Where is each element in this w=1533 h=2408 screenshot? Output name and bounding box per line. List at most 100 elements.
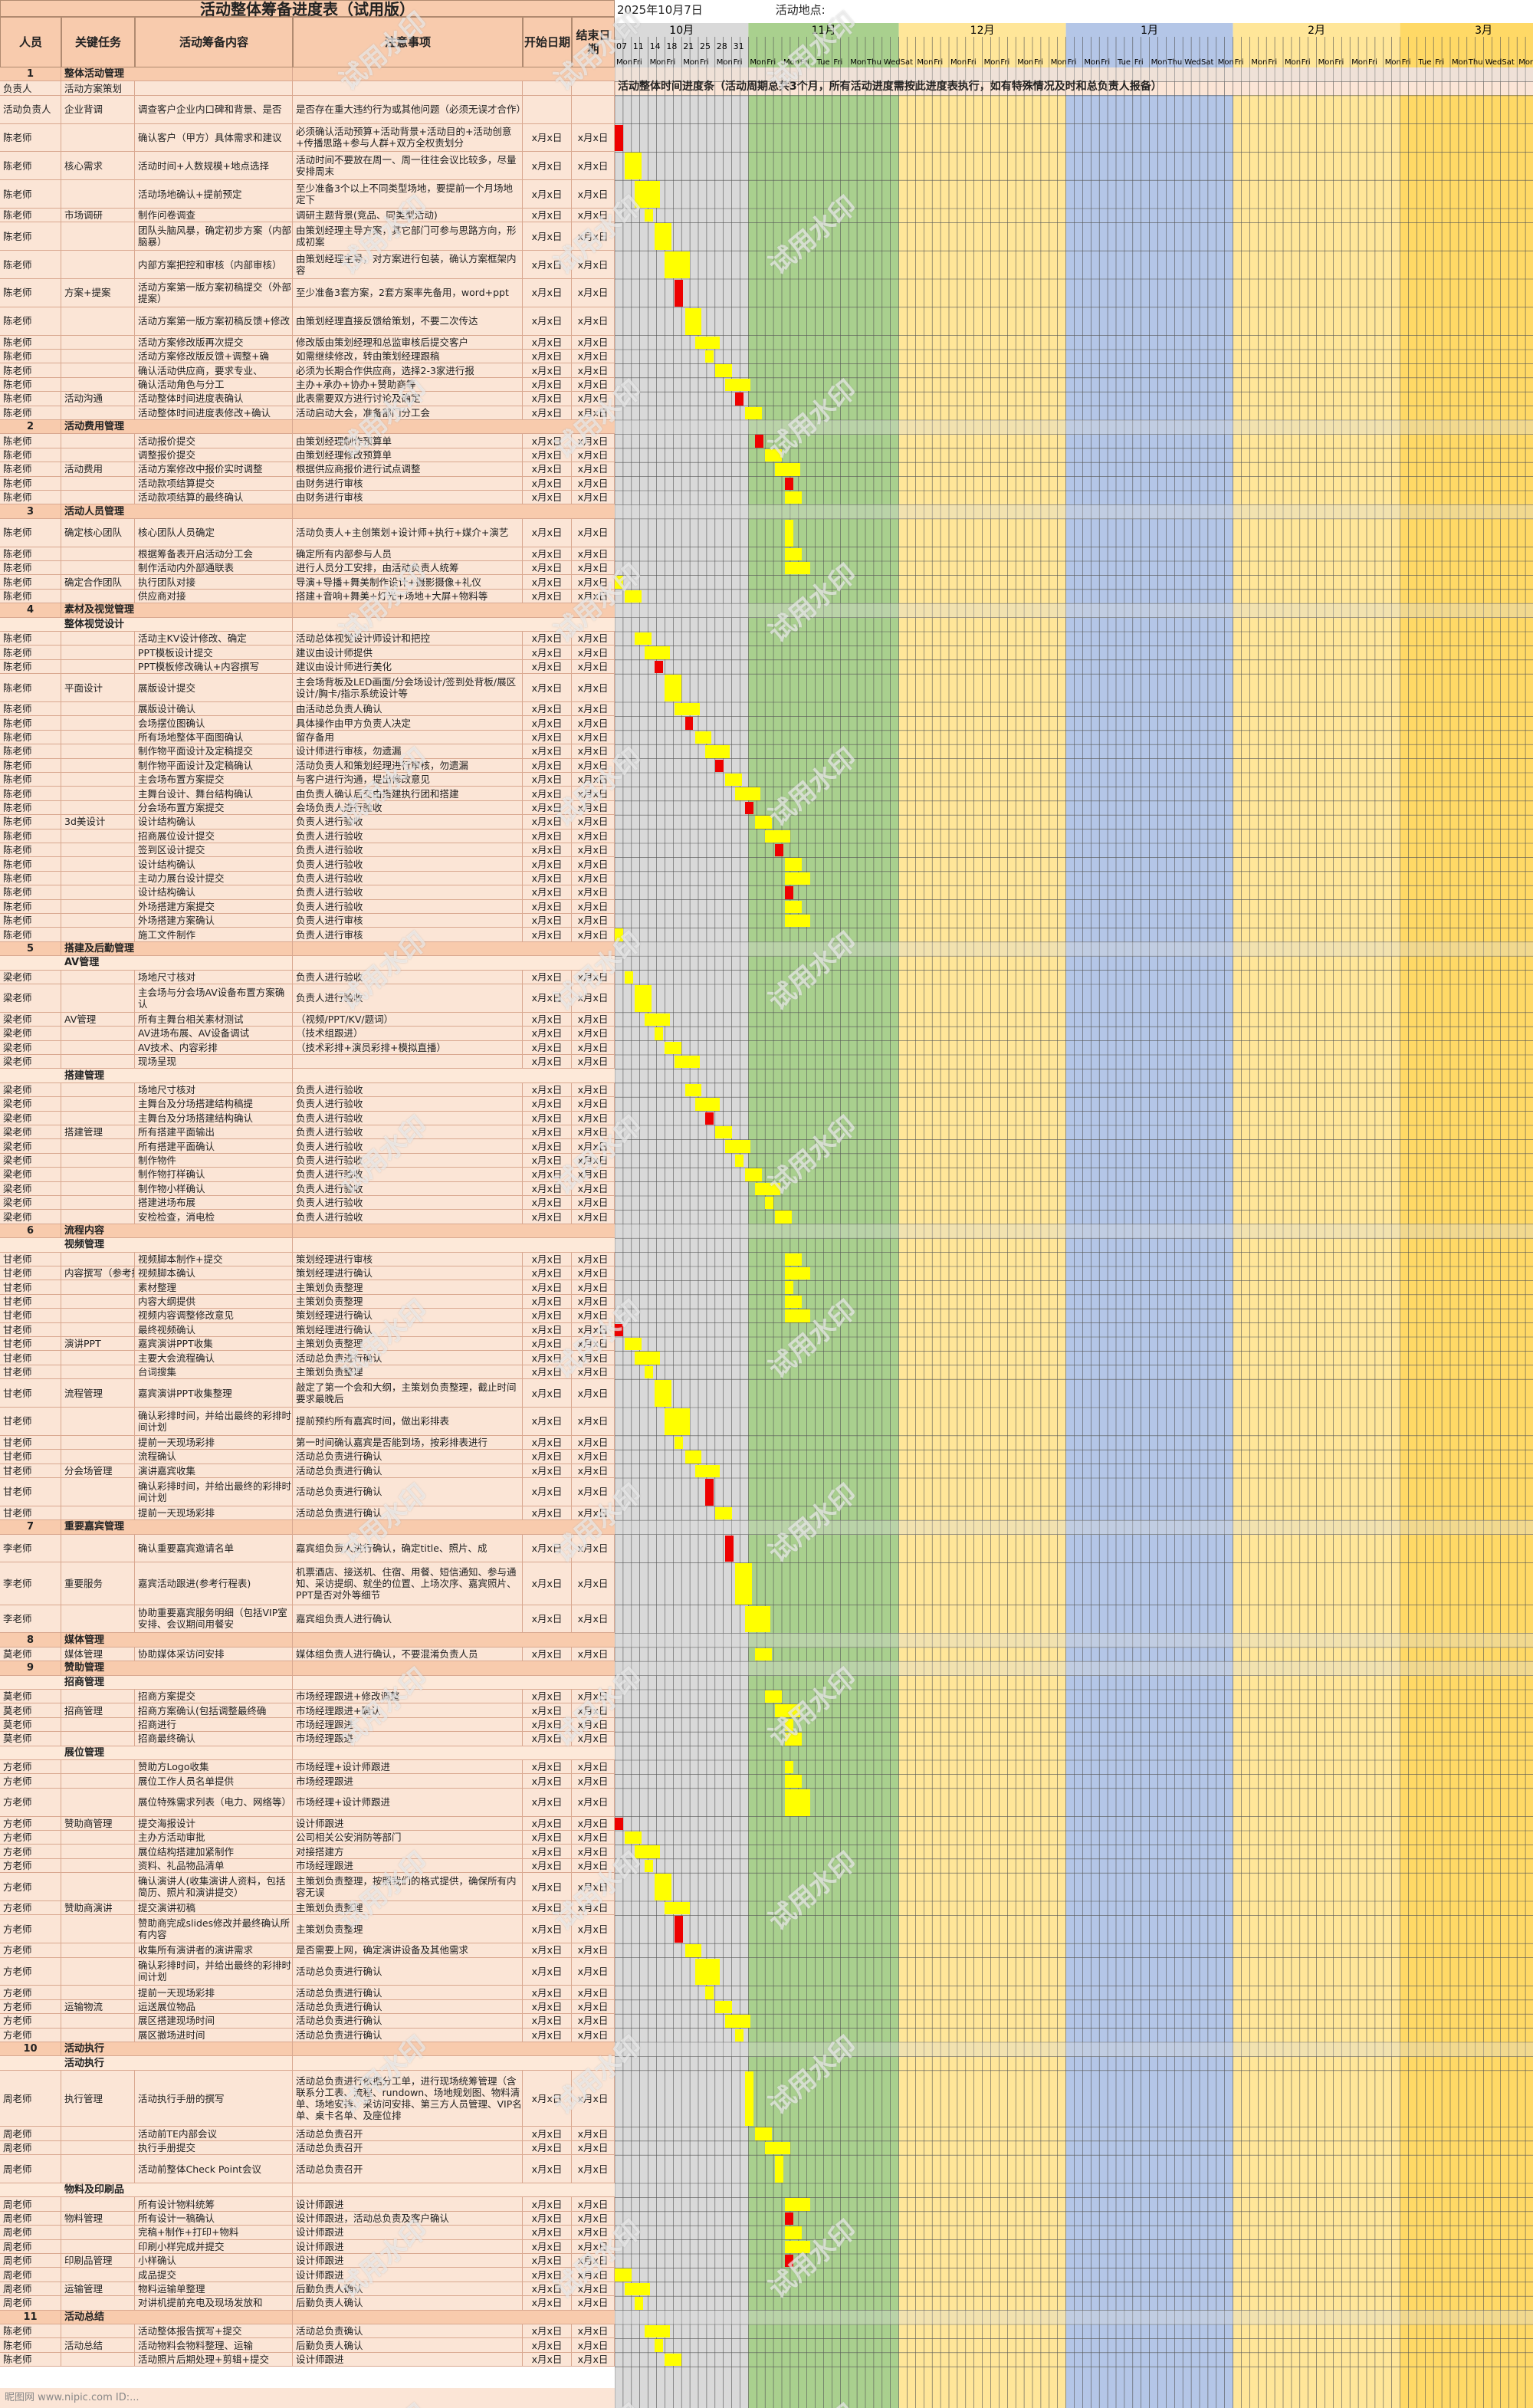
gantt-bar[interactable]: [635, 985, 652, 1012]
cell-content[interactable]: 活动整体时间进度表确认: [135, 392, 293, 406]
cell-content[interactable]: 主动力展台设计提交: [135, 871, 293, 885]
cell-key[interactable]: 活动沟通: [61, 392, 135, 406]
header-notes[interactable]: 注意事项: [293, 17, 523, 67]
cell-content[interactable]: 协助媒体采访问安排: [135, 1647, 293, 1661]
cell-content[interactable]: PPT模板修改确认+内容撰写: [135, 659, 293, 674]
cell-start[interactable]: x月x日: [523, 1012, 572, 1027]
cell-start[interactable]: x月x日: [523, 491, 572, 504]
gantt-bar[interactable]: [775, 1211, 793, 1224]
cell-content[interactable]: 台词搜集: [135, 1365, 293, 1379]
cell-person[interactable]: 方老师: [0, 1816, 61, 1830]
cell-key[interactable]: [61, 1252, 135, 1266]
gantt-bar[interactable]: [665, 2353, 682, 2367]
cell-person[interactable]: 陈老师: [0, 829, 61, 843]
cell-notes[interactable]: 主策划负责整理: [293, 1365, 523, 1379]
table-row[interactable]: 梁老师 主舞台及分场搭建结构确认 负责人进行验收 x月x日 x月x日: [0, 1111, 615, 1125]
cell-person[interactable]: 周老师: [0, 2127, 61, 2140]
section-header-row[interactable]: 11 活动总结: [0, 2310, 615, 2324]
cell-end[interactable]: x月x日: [572, 646, 615, 659]
cell-notes[interactable]: 策划经理进行审核: [293, 1252, 523, 1266]
cell-notes[interactable]: 市场经理+设计师跟进: [293, 1788, 523, 1816]
cell-key[interactable]: [61, 787, 135, 800]
cell-start[interactable]: x月x日: [523, 1647, 572, 1661]
cell-key[interactable]: [61, 1322, 135, 1336]
cell-notes[interactable]: 由财务进行审核: [293, 491, 523, 504]
cell-end[interactable]: x月x日: [572, 1464, 615, 1477]
cell-start[interactable]: x月x日: [523, 1464, 572, 1477]
cell-content[interactable]: 制作物打样确认: [135, 1168, 293, 1181]
section-header-row[interactable]: 7 重要嘉宾管理: [0, 1520, 615, 1535]
cell-content[interactable]: 提前一天现场彩排: [135, 1435, 293, 1450]
cell-notes[interactable]: 由策划经理主导，对方案进行包装，确认方案框架内容: [293, 251, 523, 278]
cell-notes[interactable]: 负责人进行验收: [293, 885, 523, 899]
cell-start[interactable]: x月x日: [523, 1379, 572, 1407]
cell-notes[interactable]: 至少准备3个以上不同类型场地，要提前一个月场地定下: [293, 180, 523, 208]
cell-notes[interactable]: 负责人进行审核: [293, 928, 523, 941]
gantt-bar[interactable]: [785, 2255, 794, 2268]
cell-start[interactable]: x月x日: [523, 518, 572, 547]
cell-content[interactable]: 活动照片后期处理+剪辑+提交: [135, 2352, 293, 2367]
cell-key[interactable]: 流程管理: [61, 1379, 135, 1407]
table-row[interactable]: 方老师 展位工作人员名单提供 市场经理跟进 x月x日 x月x日: [0, 1774, 615, 1789]
cell-content[interactable]: 资料、礼品物品清单: [135, 1858, 293, 1873]
cell-content[interactable]: 流程确认: [135, 1450, 293, 1464]
cell-person[interactable]: 陈老师: [0, 589, 61, 603]
gantt-bar[interactable]: [625, 1831, 642, 1845]
cell-content[interactable]: 核心团队人员确定: [135, 518, 293, 547]
cell-start[interactable]: x月x日: [523, 1280, 572, 1294]
cell-end[interactable]: x月x日: [572, 1999, 615, 2014]
cell-notes[interactable]: 设计师跟进: [293, 2268, 523, 2282]
cell-notes[interactable]: 活动总负责召开: [293, 2140, 523, 2155]
cell-key[interactable]: 媒体管理: [61, 1647, 135, 1661]
table-row[interactable]: 周老师 活动前TE内部会议 活动总负责召开 x月x日 x月x日: [0, 2127, 615, 2141]
cell-person[interactable]: 周老师: [0, 2211, 61, 2226]
table-row[interactable]: 方老师 确认演讲人(收集演讲人资料，包括简历、照片和演讲提交） 主策划负责整理，按照…: [0, 1873, 615, 1901]
cell-key[interactable]: [61, 970, 135, 984]
table-row[interactable]: 方老师 确认彩排时间，并给出最终的彩排时间计划 活动总负责进行确认 x月x日 x月x日: [0, 1957, 615, 1986]
table-row[interactable]: 梁老师 制作物小样确认 负责人进行验收 x月x日 x月x日: [0, 1181, 615, 1196]
cell-start[interactable]: x月x日: [523, 1055, 572, 1069]
cell-notes[interactable]: 留存备用: [293, 730, 523, 744]
table-row[interactable]: 梁老师 主会场与分会场AV设备布置方案确认 负责人进行验收 x月x日 x月x日: [0, 984, 615, 1013]
cell-end[interactable]: x月x日: [572, 787, 615, 800]
cell-notes[interactable]: 活动总负责进行确认: [293, 1464, 523, 1477]
table-row[interactable]: 李老师 重要服务 嘉宾活动跟进(参考行程表) 机票酒店、接送机、住宿、用餐、短信通知、…: [0, 1562, 615, 1605]
cell-content[interactable]: 活动款项结算提交: [135, 476, 293, 490]
cell-key[interactable]: [61, 646, 135, 659]
table-row[interactable]: 陈老师 内部方案把控和审核（内部审核） 由策划经理主导，对方案进行包装，确认方案框架…: [0, 251, 615, 279]
table-row[interactable]: 梁老师 制作物件 负责人进行验收 x月x日 x月x日: [0, 1153, 615, 1168]
table-row[interactable]: 陈老师 平面设计 展版设计提交 主会场背板及LED画面/分会场设计/签到处背板/展区设…: [0, 674, 615, 702]
cell-end[interactable]: x月x日: [572, 1831, 615, 1845]
cell-key[interactable]: [61, 222, 135, 251]
gantt-bar[interactable]: [785, 858, 803, 871]
table-row[interactable]: 陈老师 PPT模板设计提交 建议由设计师提供 x月x日 x月x日: [0, 646, 615, 660]
cell-key[interactable]: [61, 984, 135, 1012]
cell-end[interactable]: x月x日: [572, 1139, 615, 1153]
cell-start[interactable]: x月x日: [523, 1478, 572, 1506]
cell-start[interactable]: x月x日: [523, 575, 572, 589]
cell-person[interactable]: 甘老师: [0, 1252, 61, 1266]
cell-content[interactable]: 活动整体报告撰写+提交: [135, 2324, 293, 2338]
cell-notes[interactable]: 必须为长期合作供应商，选择2-3家进行报: [293, 363, 523, 377]
cell-end[interactable]: x月x日: [572, 1280, 615, 1294]
table-row[interactable]: 梁老师 场地尺寸核对 负责人进行验收 x月x日 x月x日: [0, 1082, 615, 1098]
cell-end[interactable]: x月x日: [572, 152, 615, 180]
cell-content[interactable]: 设计结构确认: [135, 857, 293, 871]
table-row[interactable]: 方老师 赞助方Logo收集 市场经理+设计师跟进 x月x日 x月x日: [0, 1760, 615, 1775]
cell-notes[interactable]: 负责人进行验收: [293, 1082, 523, 1097]
cell-key[interactable]: [61, 547, 135, 560]
cell-person[interactable]: 周老师: [0, 2254, 61, 2268]
subsection-row[interactable]: 物料及印刷品: [0, 2183, 615, 2198]
cell-content[interactable]: 分会场布置方案提交: [135, 800, 293, 815]
cell-start[interactable]: x月x日: [523, 2226, 572, 2239]
cell-end[interactable]: x月x日: [572, 1901, 615, 1915]
cell-start[interactable]: x月x日: [523, 476, 572, 490]
cell-start[interactable]: x月x日: [523, 1943, 572, 1957]
cell-content[interactable]: 制作物平面设计及定稿确认: [135, 758, 293, 772]
cell-key[interactable]: 3d美设计: [61, 815, 135, 829]
cell-content[interactable]: 制作物平面设计及定稿提交: [135, 744, 293, 758]
cell-end[interactable]: x月x日: [572, 518, 615, 547]
cell-start[interactable]: x月x日: [523, 970, 572, 984]
cell-end[interactable]: x月x日: [572, 363, 615, 377]
cell-start[interactable]: x月x日: [523, 2352, 572, 2367]
